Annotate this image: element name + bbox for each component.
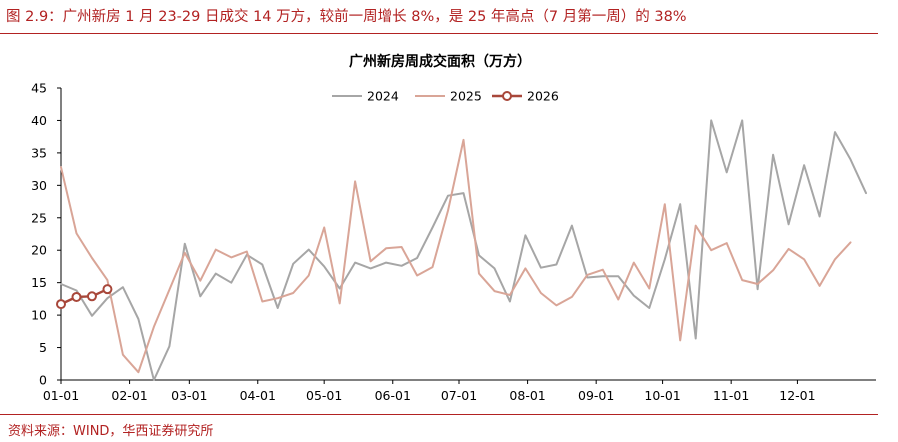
data-point	[71, 291, 82, 302]
legend-marker	[502, 91, 512, 101]
series-2025	[60, 138, 852, 374]
y-tick-label: 45	[31, 81, 47, 96]
source-divider	[0, 414, 878, 415]
x-tick-label: 05-01	[306, 388, 342, 403]
figure-title: 图 2.9：广州新房 1 月 23-29 日成交 14 万方，较前一周增长 8%…	[6, 9, 687, 25]
series-layer	[56, 119, 867, 381]
y-tick-label: 15	[31, 275, 47, 290]
x-tick-label: 03-01	[171, 388, 207, 403]
y-tick-label: 20	[31, 243, 47, 258]
y-tick-label: 30	[31, 178, 47, 193]
data-point	[56, 299, 66, 310]
y-tick-label: 40	[31, 113, 47, 128]
series-line-2025	[60, 138, 852, 374]
x-tick-label: 07-01	[441, 388, 477, 403]
y-tick-label: 0	[39, 373, 47, 388]
series-line-2026	[59, 288, 109, 306]
y-tick-label: 25	[31, 210, 47, 225]
legend: 2024 2025 2026	[332, 89, 559, 104]
legend-label-2026: 2026	[527, 89, 559, 104]
x-tick-label: 12-01	[779, 388, 815, 403]
x-tick-label: 02-01	[111, 388, 147, 403]
series-2026	[56, 284, 113, 310]
source-note: 资料来源：WIND，华西证券研究所	[8, 424, 214, 439]
y-tick-label: 35	[31, 145, 47, 160]
x-tick-label: 06-01	[375, 388, 411, 403]
data-point	[86, 291, 97, 302]
x-tick-label: 10-01	[644, 388, 680, 403]
series-2024	[60, 119, 867, 381]
x-tick-label: 11-01	[713, 388, 749, 403]
x-tick-label: 04-01	[240, 388, 276, 403]
y-tick-label: 10	[31, 308, 47, 323]
chart-title: 广州新房周成交面积（万方）	[349, 53, 531, 70]
data-point	[102, 284, 113, 295]
x-tick-label: 08-01	[509, 388, 545, 403]
x-tick-label: 01-01	[43, 388, 79, 403]
legend-label-2025: 2025	[450, 89, 482, 104]
y-tick-label: 5	[39, 340, 47, 355]
legend-label-2024: 2024	[367, 89, 399, 104]
title-divider	[0, 33, 878, 34]
series-line-2024	[60, 119, 867, 381]
x-tick-label: 09-01	[578, 388, 614, 403]
